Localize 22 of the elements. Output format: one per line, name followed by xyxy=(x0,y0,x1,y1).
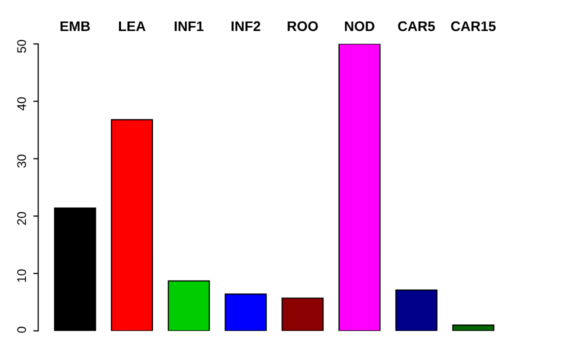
bar xyxy=(338,44,381,331)
x-tick-label: ROO xyxy=(288,21,318,32)
y-tick-label: 30 xyxy=(17,154,26,168)
x-tick-label: INF1 xyxy=(174,21,204,31)
bar xyxy=(224,294,267,331)
y-tick-label: 10 xyxy=(17,269,26,282)
x-tick-label: CAR5 xyxy=(398,21,435,32)
y-tick-label: 50 xyxy=(17,40,26,53)
bar xyxy=(168,280,210,331)
bar xyxy=(110,119,153,331)
bar xyxy=(395,290,438,331)
x-tick-label: EMB xyxy=(60,21,90,31)
bar xyxy=(282,298,324,331)
bar xyxy=(452,324,494,331)
x-tick-label: CAR15 xyxy=(451,21,496,32)
x-tick-label: INF2 xyxy=(232,21,260,31)
y-tick-label: 20 xyxy=(17,212,26,225)
bar xyxy=(54,207,96,331)
y-tick-label: 0 xyxy=(17,326,26,333)
x-tick-label: LEA xyxy=(118,21,146,31)
x-tick-label: NOD xyxy=(345,21,374,32)
y-tick-label: 40 xyxy=(17,97,26,110)
